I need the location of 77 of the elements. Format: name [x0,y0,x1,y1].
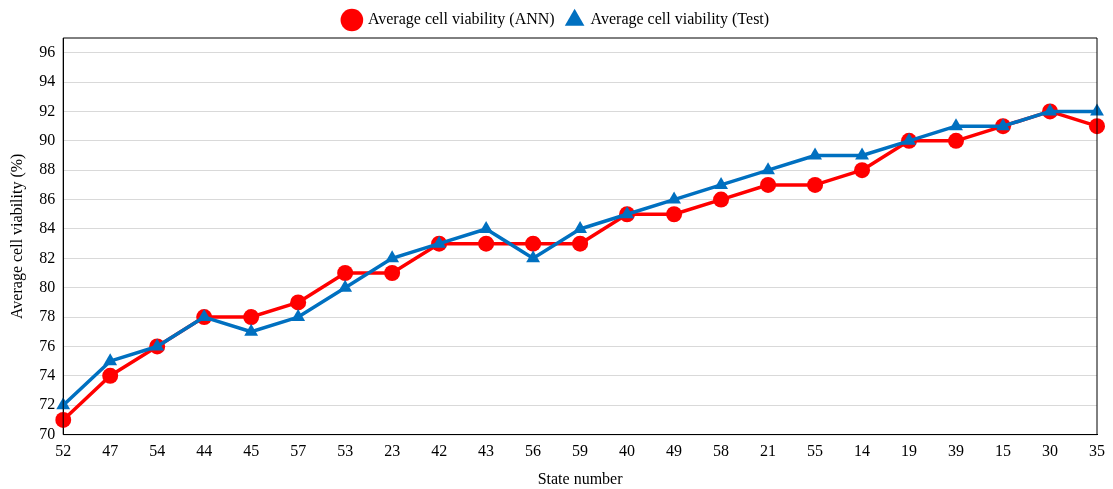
x-tick-label: 35 [1089,442,1105,460]
point [572,235,589,252]
point [666,206,683,223]
y-tick-label: 92 [39,101,56,119]
point [854,162,871,179]
point [102,367,119,384]
y-tick-label: 72 [39,395,56,413]
x-tick-label: 40 [619,442,636,460]
y-tick-label: 94 [39,72,56,90]
point [667,191,682,204]
legend-label: Average cell viability (Test) [590,10,770,29]
y-tick-label: 88 [39,160,56,178]
y-tick-label: 96 [39,42,56,60]
point [620,206,635,219]
x-tick-label: 45 [243,442,260,460]
x-tick-label: 21 [760,442,777,460]
point [996,118,1010,131]
x-tick-label: 49 [666,442,683,460]
point [760,176,777,193]
x-tick-label: 52 [55,442,72,460]
y-tick-label: 90 [39,131,56,149]
x-tick-label: 43 [478,442,495,460]
point [713,191,730,208]
point [761,162,775,175]
point [714,176,728,189]
x-tick-label: 30 [1042,442,1059,460]
point [150,338,165,351]
point [385,250,400,263]
x-tick-label: 47 [102,442,119,460]
point [243,309,260,326]
x-tick-label: 58 [713,442,730,460]
x-tick-label: 15 [995,442,1012,460]
x-tick-label: 39 [948,442,965,460]
x-tick-label: 55 [807,442,824,460]
point [244,323,259,336]
point [902,132,916,145]
x-tick-label: 56 [525,442,542,460]
point [808,147,822,160]
y-axis-title: Average cell viability (%) [7,153,26,319]
x-tick-label: 42 [431,442,448,460]
point [337,265,354,282]
point [55,411,72,428]
x-tick-label: 23 [384,442,401,460]
y-tick-label: 82 [39,248,56,266]
legend-label: Average cell viability (ANN) [367,10,555,29]
y-tick-label: 80 [39,277,56,295]
x-tick-label: 19 [901,442,918,460]
y-tick-label: 78 [39,307,56,325]
point [291,309,306,322]
point [807,176,824,193]
y-tick-label: 74 [39,366,56,384]
y-tick-label: 84 [39,219,56,237]
point [384,265,401,282]
point [432,235,447,248]
point [197,309,212,322]
point [338,279,353,292]
y-tick-label: 70 [39,424,56,442]
point [525,235,542,252]
point [526,250,541,263]
y-tick-label: 76 [39,336,56,354]
point [479,220,494,233]
x-tick-label: 14 [854,442,871,460]
x-tick-label: 53 [337,442,354,460]
x-tick-label: 59 [572,442,589,460]
point [855,147,869,160]
point [1043,103,1057,116]
y-tick-label: 86 [39,189,56,207]
x-tick-label: 54 [149,442,166,460]
point [948,132,965,149]
point [290,294,307,311]
point [949,118,963,131]
point [478,235,495,252]
x-axis-title: State number [537,469,624,487]
x-tick-label: 57 [290,442,307,460]
point [103,353,118,366]
point [573,220,588,233]
x-tick-label: 44 [196,442,213,460]
